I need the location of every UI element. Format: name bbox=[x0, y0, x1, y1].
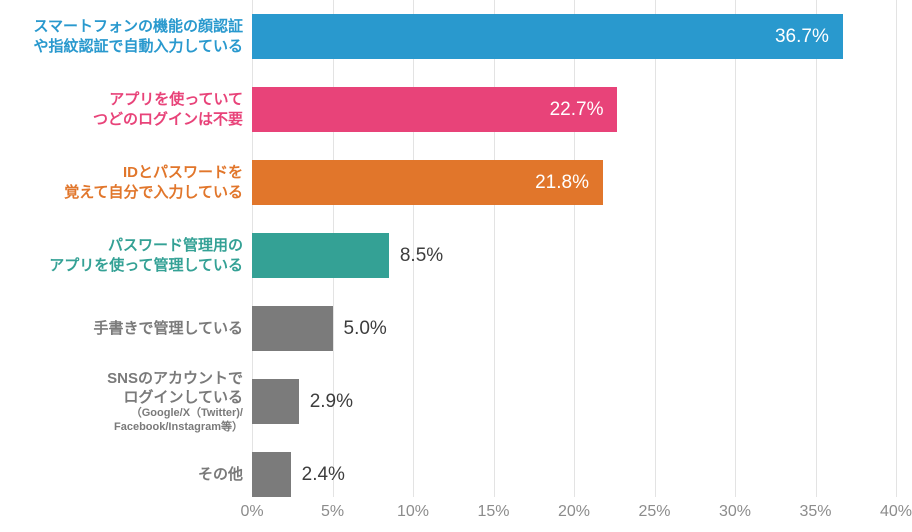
bar-track: 36.7% bbox=[252, 14, 912, 59]
x-axis-tick-label: 20% bbox=[557, 503, 591, 520]
value-label: 5.0% bbox=[343, 317, 387, 339]
category-label-line: アプリを使って管理している bbox=[49, 256, 243, 274]
gridline bbox=[654, 0, 656, 497]
gridline bbox=[493, 0, 495, 497]
category-sublabel-line: （Google/X（Twitter)/ bbox=[130, 406, 243, 419]
category-label-line: スマートフォンの機能の顔認証 bbox=[33, 18, 243, 36]
x-axis-tick-label: 5% bbox=[320, 503, 345, 520]
value-label: 2.9% bbox=[309, 390, 353, 412]
bar-row: SNSのアカウントで ログインしている （Google/X（Twitter)/Fac… bbox=[0, 365, 912, 438]
x-axis-tick-label: 40% bbox=[879, 503, 912, 520]
bar-row: その他 2.4% bbox=[0, 438, 912, 511]
category-label: その他 bbox=[0, 465, 252, 484]
category-label-line: や指紋認証で自動入力している bbox=[33, 37, 243, 55]
bar-track: 5.0% bbox=[252, 306, 912, 351]
bar-row: 手書きで管理している 5.0% bbox=[0, 292, 912, 365]
bar: 36.7% bbox=[252, 14, 843, 59]
value-label: 21.8% bbox=[535, 171, 589, 193]
category-label-line: SNSのアカウントで bbox=[107, 369, 243, 387]
bar bbox=[252, 306, 333, 351]
bar: 21.8% bbox=[252, 160, 603, 205]
category-label-line: ログインしている bbox=[123, 388, 243, 406]
bar bbox=[252, 452, 291, 497]
category-label-line: アプリを使っていて bbox=[109, 91, 243, 109]
x-axis-tick-label: 30% bbox=[718, 503, 752, 520]
bar-rows: スマートフォンの機能の顔認証 や指紋認証で自動入力している 36.7% アプリを使って… bbox=[0, 0, 912, 511]
category-label: スマートフォンの機能の顔認証 や指紋認証で自動入力している bbox=[0, 17, 252, 55]
gridline bbox=[896, 0, 897, 497]
category-sublabel-line: Facebook/Instagram等） bbox=[114, 420, 243, 433]
x-axis-tick-label: 10% bbox=[396, 503, 430, 520]
bar-track: 2.9% bbox=[252, 379, 912, 424]
bar-track: 2.4% bbox=[252, 452, 912, 497]
category-label-line: 覚えて自分で入力している bbox=[64, 183, 243, 201]
bar-track: 22.7% bbox=[252, 87, 912, 132]
value-label: 22.7% bbox=[549, 98, 604, 120]
category-label: IDとパスワードを 覚えて自分で入力している bbox=[0, 163, 252, 201]
x-axis: 0% 5% 10% 15% 20% 25% 30% 35% 40% bbox=[240, 500, 912, 530]
category-label: 手書きで管理している bbox=[0, 319, 252, 338]
bar bbox=[252, 379, 299, 424]
gridline bbox=[574, 0, 575, 497]
x-axis-tick-label: 15% bbox=[477, 503, 510, 520]
value-label: 2.4% bbox=[301, 463, 345, 485]
bar-row: スマートフォンの機能の顔認証 や指紋認証で自動入力している 36.7% bbox=[0, 0, 912, 73]
value-label: 36.7% bbox=[774, 25, 829, 47]
category-label-line: その他 bbox=[197, 465, 243, 483]
x-axis-tick-label: 0% bbox=[240, 503, 264, 520]
bar-row: IDとパスワードを 覚えて自分で入力している 21.8% bbox=[0, 146, 912, 219]
bar-track: 21.8% bbox=[252, 160, 912, 205]
value-label: 8.5% bbox=[399, 244, 444, 266]
category-label-line: 手書きで管理している bbox=[93, 319, 243, 337]
category-label-line: つどのログインは不要 bbox=[92, 110, 243, 128]
category-label: SNSのアカウントで ログインしている （Google/X（Twitter)/Fac… bbox=[0, 369, 252, 435]
bar-row: パスワード管理用の アプリを使って管理している 8.5% bbox=[0, 219, 912, 292]
gridline bbox=[815, 0, 817, 497]
bar-row: アプリを使っていて つどのログインは不要 22.7% bbox=[0, 73, 912, 146]
gridline bbox=[413, 0, 414, 497]
category-label-line: パスワード管理用の bbox=[107, 237, 243, 255]
bar-track: 8.5% bbox=[252, 233, 912, 278]
x-axis-tick-label: 25% bbox=[638, 503, 671, 520]
category-label: パスワード管理用の アプリを使って管理している bbox=[0, 236, 252, 274]
bar bbox=[252, 233, 389, 278]
category-label-line: IDとパスワードを bbox=[122, 164, 243, 182]
category-label: アプリを使っていて つどのログインは不要 bbox=[0, 90, 252, 128]
gridline bbox=[735, 0, 736, 497]
x-axis-tick-label: 35% bbox=[799, 503, 832, 520]
bar: 22.7% bbox=[252, 87, 618, 132]
